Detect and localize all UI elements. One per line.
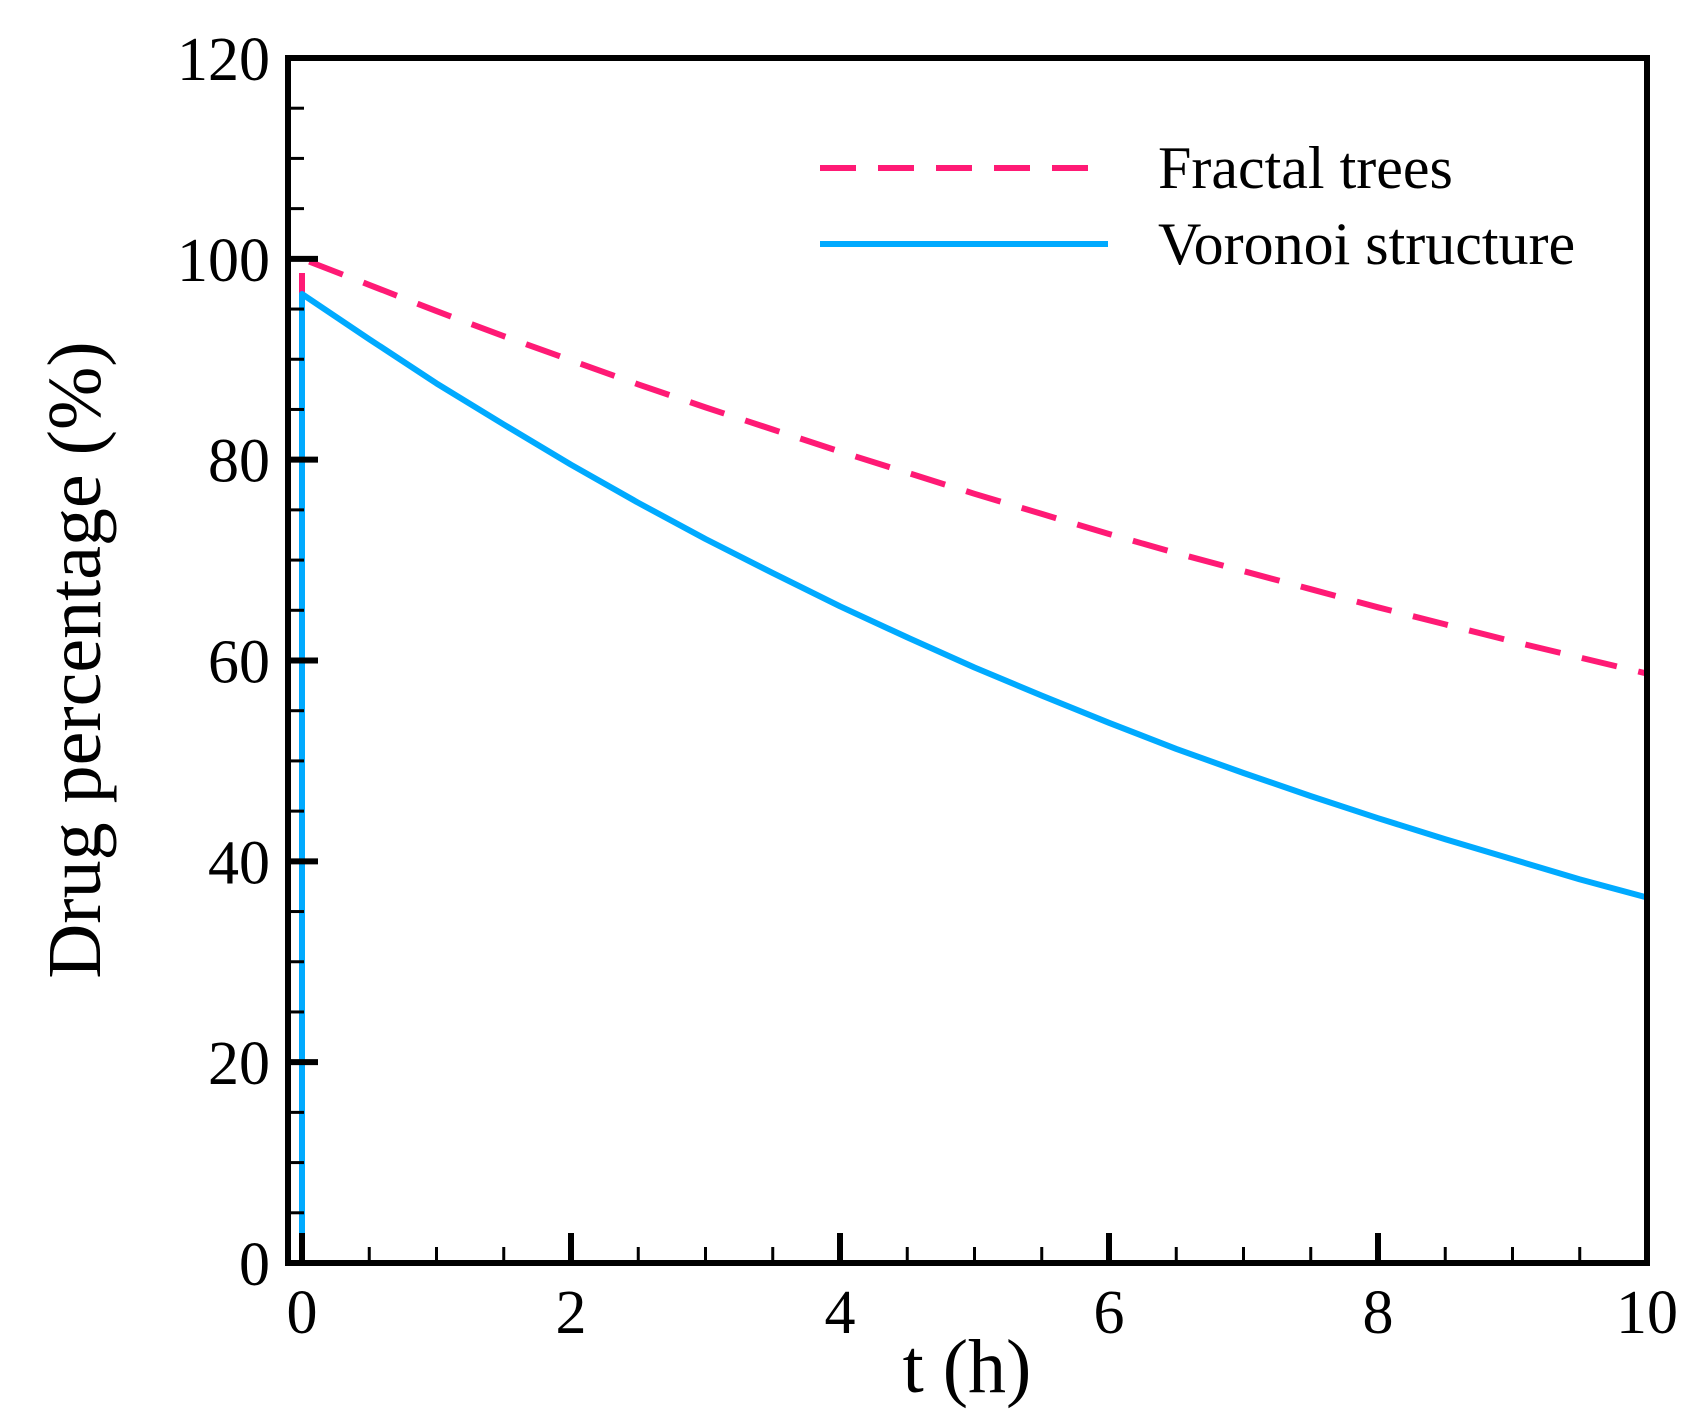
y-axis-title: Drug percentage (%) [33,341,117,978]
marks-layer [299,255,1648,1243]
y-tick-label: 20 [208,1030,270,1098]
x-axis-title: t (h) [903,1325,1032,1409]
x-tick-label: 10 [1616,1279,1678,1347]
y-tick-label: 100 [177,227,270,295]
y-tick-label: 80 [208,428,270,496]
legend-label-2: Voronoi structure [1158,211,1575,277]
x-tick-label: 2 [556,1279,587,1347]
y-tick-label: 60 [208,629,270,697]
x-tick-label: 0 [287,1279,318,1347]
voronoi-structure-line [299,291,1648,1243]
y-tick-label: 0 [239,1231,270,1299]
y-tick-label: 120 [177,26,270,94]
legend-label-1: Fractal trees [1158,135,1453,201]
fractal-trees-line [299,255,1648,677]
plot-frame [285,55,1650,1266]
y-tick-label: 40 [208,829,270,897]
x-tick-label: 4 [825,1279,856,1347]
x-tick-label: 6 [1094,1279,1125,1347]
x-tick-label: 8 [1363,1279,1394,1347]
legend: Fractal trees Voronoi structure [820,135,1575,277]
